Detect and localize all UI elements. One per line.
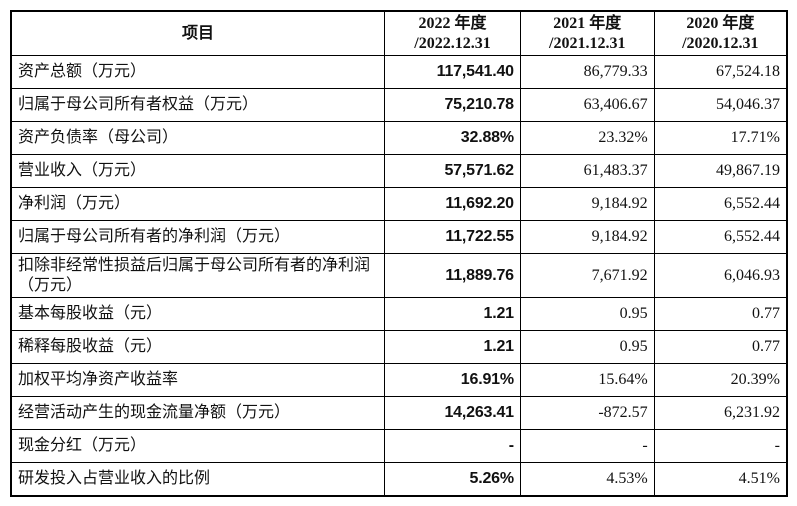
header-date: /2021.12.31 xyxy=(549,34,626,52)
value-2020: 0.77 xyxy=(653,330,788,364)
row-label: 资产负债率（母公司） xyxy=(10,121,386,155)
row-label: 经营活动产生的现金流量净额（万元） xyxy=(10,396,386,430)
header-year: 2021 年度 xyxy=(553,14,622,32)
value-2020: 49,867.19 xyxy=(653,154,788,188)
value-2021: 0.95 xyxy=(519,297,655,331)
value-2020: 6,046.93 xyxy=(653,253,788,298)
value-2022: - xyxy=(384,429,521,463)
value-2021: 4.53% xyxy=(519,462,655,497)
value-2022: 1.21 xyxy=(384,297,521,331)
row-label: 营业收入（万元） xyxy=(10,154,386,188)
row-label: 稀释每股收益（元） xyxy=(10,330,386,364)
header-date: /2020.12.31 xyxy=(682,34,759,52)
value-2022: 32.88% xyxy=(384,121,521,155)
row-label: 归属于母公司所有者权益（万元） xyxy=(10,88,386,122)
value-2021: 15.64% xyxy=(519,363,655,397)
value-2022: 5.26% xyxy=(384,462,521,497)
value-2021: 7,671.92 xyxy=(519,253,655,298)
header-date: /2022.12.31 xyxy=(414,34,491,52)
table-row: 稀释每股收益（元） 1.21 0.95 0.77 xyxy=(10,330,788,364)
row-label: 加权平均净资产收益率 xyxy=(10,363,386,397)
header-2021: 2021 年度/2021.12.31 xyxy=(519,10,655,56)
value-2022: 117,541.40 xyxy=(384,55,521,89)
table-row: 研发投入占营业收入的比例 5.26% 4.53% 4.51% xyxy=(10,462,788,497)
table-row: 资产总额（万元） 117,541.40 86,779.33 67,524.18 xyxy=(10,55,788,89)
value-2020: 17.71% xyxy=(653,121,788,155)
value-2021: -872.57 xyxy=(519,396,655,430)
header-item: 项目 xyxy=(10,10,386,56)
table-row: 基本每股收益（元） 1.21 0.95 0.77 xyxy=(10,297,788,331)
header-row: 项目 2022 年度/2022.12.31 2021 年度/2021.12.31… xyxy=(10,10,788,56)
table-row: 现金分红（万元） - - - xyxy=(10,429,788,463)
value-2020: 20.39% xyxy=(653,363,788,397)
value-2020: 67,524.18 xyxy=(653,55,788,89)
value-2020: 54,046.37 xyxy=(653,88,788,122)
header-year: 2022 年度 xyxy=(418,14,487,32)
row-label: 现金分红（万元） xyxy=(10,429,386,463)
row-label: 基本每股收益（元） xyxy=(10,297,386,331)
value-2022: 11,692.20 xyxy=(384,187,521,221)
header-2022: 2022 年度/2022.12.31 xyxy=(384,10,521,56)
table-row: 归属于母公司所有者的净利润（万元） 11,722.55 9,184.92 6,552.… xyxy=(10,220,788,254)
row-label: 净利润（万元） xyxy=(10,187,386,221)
value-2020: 0.77 xyxy=(653,297,788,331)
table-row: 加权平均净资产收益率 16.91% 15.64% 20.39% xyxy=(10,363,788,397)
table-row: 资产负债率（母公司） 32.88% 23.32% 17.71% xyxy=(10,121,788,155)
financial-table: 项目 2022 年度/2022.12.31 2021 年度/2021.12.31… xyxy=(10,10,788,497)
row-label: 归属于母公司所有者的净利润（万元） xyxy=(10,220,386,254)
value-2022: 11,722.55 xyxy=(384,220,521,254)
value-2021: 63,406.67 xyxy=(519,88,655,122)
row-label: 研发投入占营业收入的比例 xyxy=(10,462,386,497)
value-2020: 6,552.44 xyxy=(653,187,788,221)
table-row: 经营活动产生的现金流量净额（万元） 14,263.41 -872.57 6,231.9… xyxy=(10,396,788,430)
value-2020: 6,552.44 xyxy=(653,220,788,254)
value-2021: 86,779.33 xyxy=(519,55,655,89)
value-2022: 1.21 xyxy=(384,330,521,364)
value-2021: - xyxy=(519,429,655,463)
row-label: 资产总额（万元） xyxy=(10,55,386,89)
table-row: 扣除非经常性损益后归属于母公司所有者的净利润（万元） 11,889.76 7,671… xyxy=(10,253,788,298)
value-2020: - xyxy=(653,429,788,463)
value-2021: 23.32% xyxy=(519,121,655,155)
value-2021: 9,184.92 xyxy=(519,220,655,254)
value-2020: 4.51% xyxy=(653,462,788,497)
table-row: 净利润（万元） 11,692.20 9,184.92 6,552.44 xyxy=(10,187,788,221)
table-row: 营业收入（万元） 57,571.62 61,483.37 49,867.19 xyxy=(10,154,788,188)
value-2022: 75,210.78 xyxy=(384,88,521,122)
value-2022: 14,263.41 xyxy=(384,396,521,430)
value-2022: 11,889.76 xyxy=(384,253,521,298)
value-2021: 0.95 xyxy=(519,330,655,364)
table-row: 归属于母公司所有者权益（万元） 75,210.78 63,406.67 54,046.… xyxy=(10,88,788,122)
header-text: 项目 xyxy=(182,24,215,42)
value-2020: 6,231.92 xyxy=(653,396,788,430)
value-2021: 61,483.37 xyxy=(519,154,655,188)
value-2021: 9,184.92 xyxy=(519,187,655,221)
header-2020: 2020 年度/2020.12.31 xyxy=(653,10,788,56)
row-label: 扣除非经常性损益后归属于母公司所有者的净利润（万元） xyxy=(10,253,386,298)
value-2022: 16.91% xyxy=(384,363,521,397)
header-year: 2020 年度 xyxy=(686,14,755,32)
value-2022: 57,571.62 xyxy=(384,154,521,188)
